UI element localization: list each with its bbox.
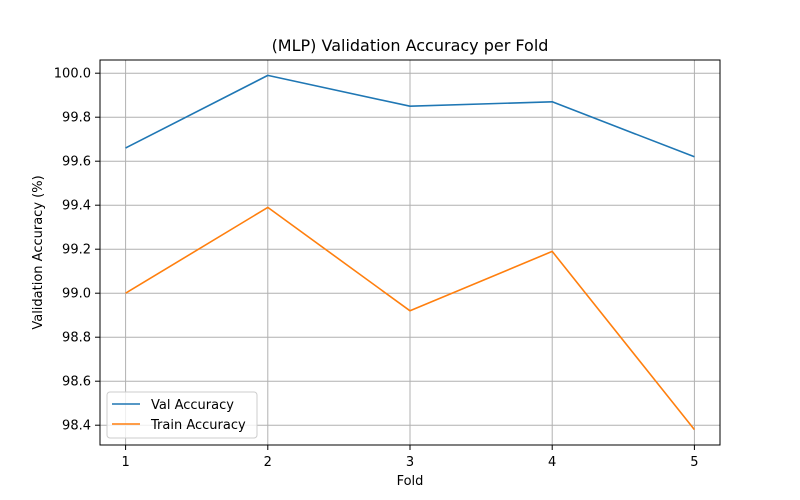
legend-label: Train Accuracy xyxy=(150,418,246,433)
y-tick-label: 99.0 xyxy=(62,287,91,302)
x-tick-label: 3 xyxy=(406,455,414,470)
y-tick-label: 99.2 xyxy=(62,243,91,258)
series-lines xyxy=(125,74,696,431)
legend: Val Accuracy Train Accuracy xyxy=(106,391,258,439)
y-tick-label: 99.4 xyxy=(62,199,91,214)
y-tick-label: 98.8 xyxy=(62,331,91,346)
legend-label: Val Accuracy xyxy=(151,398,234,413)
chart-title: (MLP) Validation Accuracy per Fold xyxy=(272,36,549,55)
y-tick-label: 99.8 xyxy=(62,111,91,126)
y-tick-label: 100.0 xyxy=(54,67,91,82)
y-axis-label: Validation Accuracy (%) xyxy=(31,175,46,329)
x-axis-label: Fold xyxy=(397,474,424,489)
x-tick-label: 4 xyxy=(548,455,556,470)
axis-ticks: 1 2 3 4 5 98.4 98.6 98.8 99.0 99.2 99.4 99.6 99.8 100… xyxy=(54,67,699,470)
x-tick-label: 5 xyxy=(690,455,698,470)
y-tick-label: 98.4 xyxy=(62,419,91,434)
y-tick-label: 98.6 xyxy=(62,375,91,390)
x-tick-label: 2 xyxy=(264,455,272,470)
x-tick-label: 1 xyxy=(121,455,129,470)
legend-box xyxy=(106,391,258,439)
y-tick-label: 99.6 xyxy=(62,155,91,170)
